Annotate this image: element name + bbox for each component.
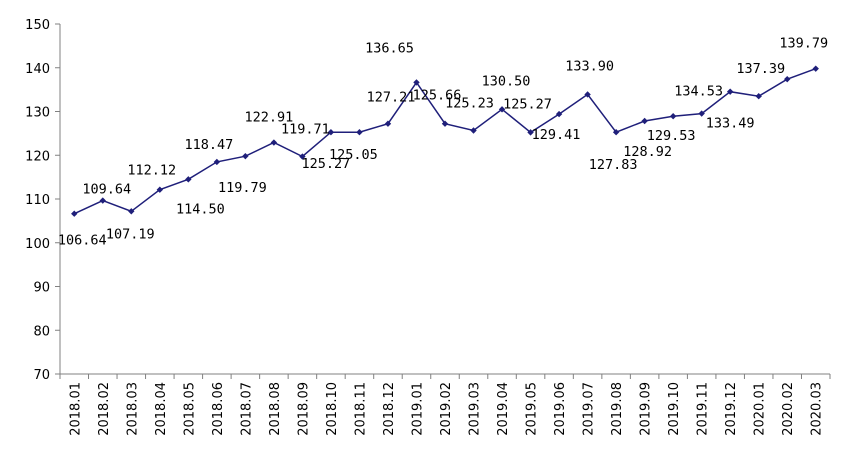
x-tick-label: 2018.01 [68, 382, 83, 436]
data-label: 125.05 [329, 147, 378, 163]
x-tick-label: 2018.04 [154, 382, 169, 436]
x-tick-label: 2018.09 [296, 382, 311, 436]
data-label: 137.39 [736, 61, 785, 77]
data-label: 119.71 [281, 122, 330, 138]
data-point [356, 128, 363, 136]
data-label: 114.50 [176, 201, 225, 217]
data-label: 133.90 [565, 58, 614, 74]
data-label: 128.92 [623, 144, 672, 160]
data-point [555, 110, 563, 118]
data-label: 125.27 [503, 96, 552, 112]
data-point [327, 128, 335, 136]
data-label: 133.49 [706, 116, 755, 132]
x-tick-label: 2019.10 [667, 382, 682, 436]
data-point [698, 110, 705, 117]
data-label: 109.64 [82, 182, 131, 198]
data-label: 107.19 [106, 226, 155, 242]
x-tick-label: 2019.09 [639, 382, 654, 436]
x-tick-label: 2019.03 [468, 382, 483, 436]
x-tick-label: 2019.12 [724, 382, 739, 436]
x-tick-label: 2019.11 [696, 382, 711, 436]
x-tick-label: 2018.06 [211, 382, 226, 436]
y-tick-label: 120 [25, 149, 50, 164]
data-point [726, 88, 734, 95]
data-point [71, 210, 78, 217]
data-labels: 106.64 109.64 107.19 112.12 114.50 118.47 119.… [58, 36, 828, 249]
x-tick-label: 2018.05 [182, 382, 197, 436]
data-point [441, 120, 449, 127]
x-tick-label: 2019.01 [410, 382, 425, 436]
x-tick-label: 2019.05 [525, 382, 540, 436]
data-point [498, 106, 506, 113]
data-point [641, 117, 648, 125]
data-point [384, 120, 392, 127]
data-point [527, 129, 534, 136]
data-point [213, 158, 221, 166]
x-tick-label: 2018.02 [97, 382, 112, 436]
data-markers [71, 65, 819, 217]
data-point [242, 152, 249, 160]
y-tick-label: 70 [33, 368, 50, 383]
data-point [812, 65, 819, 72]
data-point [669, 113, 677, 120]
x-tick-label: 2019.04 [496, 382, 511, 436]
y-tick-label: 100 [25, 237, 50, 252]
x-tick-label: 2019.06 [553, 382, 568, 436]
data-point [99, 197, 106, 204]
x-tick-label: 2020.02 [781, 382, 796, 436]
data-point [413, 79, 420, 86]
x-tick-label: 2020.01 [753, 382, 768, 436]
data-label: 106.64 [58, 233, 107, 249]
y-axis-ticks: 70 80 90 100 110 120 130 140 150 [25, 18, 60, 383]
x-tick-label: 2020.03 [810, 382, 825, 436]
x-tick-label: 2019.07 [582, 382, 597, 436]
data-label: 134.53 [674, 84, 723, 100]
data-point [755, 93, 762, 100]
data-point [584, 91, 591, 98]
data-label: 119.79 [218, 180, 267, 196]
data-label: 122.91 [244, 110, 293, 126]
y-tick-label: 110 [25, 193, 50, 208]
y-tick-label: 150 [25, 18, 50, 33]
data-label: 112.12 [127, 163, 176, 179]
x-tick-label: 2019.08 [610, 382, 625, 436]
x-tick-label: 2018.08 [268, 382, 283, 436]
data-label: 127.21 [367, 90, 416, 106]
x-tick-label: 2018.10 [325, 382, 340, 436]
y-tick-label: 90 [33, 281, 50, 296]
x-tick-label: 2018.12 [382, 382, 397, 436]
data-label: 125.66 [413, 88, 462, 104]
data-label: 118.47 [184, 137, 233, 153]
data-label: 127.83 [589, 157, 638, 173]
x-tick-label: 2019.02 [439, 382, 454, 436]
data-point [156, 186, 164, 193]
data-label: 129.41 [532, 127, 581, 143]
data-point [299, 153, 306, 160]
data-point [612, 128, 620, 136]
y-tick-label: 130 [25, 106, 50, 121]
y-tick-label: 140 [25, 62, 50, 77]
data-label: 130.50 [482, 73, 531, 89]
x-tick-label: 2018.11 [353, 382, 368, 436]
data-point [470, 127, 477, 134]
data-label: 139.79 [779, 36, 828, 52]
data-label: 136.65 [365, 40, 414, 56]
x-axis-ticks: 2018.01 2018.02 2018.03 2018.04 2018.05 2018.… [59, 374, 831, 436]
data-point [784, 75, 791, 83]
data-point [270, 139, 278, 146]
data-label: 125.27 [302, 156, 351, 172]
x-tick-label: 2018.03 [125, 382, 140, 436]
data-label: 129.53 [647, 128, 696, 144]
x-tick-label: 2018.07 [239, 382, 254, 436]
y-tick-label: 80 [33, 324, 50, 339]
data-point [128, 208, 135, 215]
data-label: 125.23 [445, 95, 494, 111]
data-point [185, 176, 192, 183]
